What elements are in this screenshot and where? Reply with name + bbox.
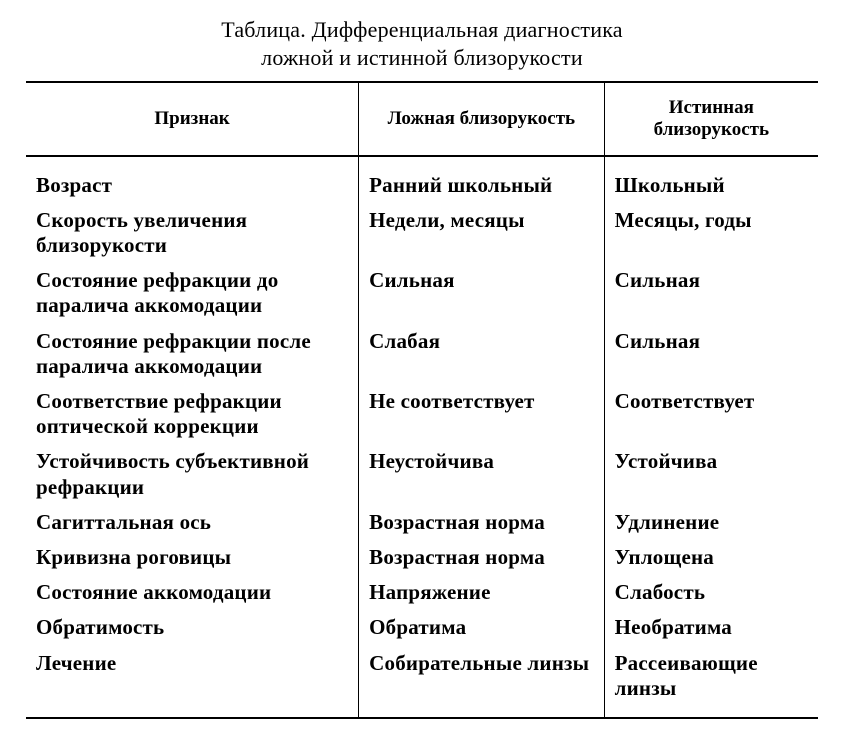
cell-sign: Состояние рефракции до паралича аккомода… <box>26 263 359 323</box>
table-row: Обратимость Обратима Необратима <box>26 610 818 645</box>
table-row: Устойчивость субъективной рефракции Неус… <box>26 444 818 504</box>
title-line-1: Таблица. Дифференциальная диагностика <box>221 17 622 42</box>
cell-false: Слабая <box>359 324 605 384</box>
table-row: Состояние рефракции после паралича акком… <box>26 324 818 384</box>
diagnosis-table: Признак Ложная близорукость Истинная бли… <box>26 81 818 719</box>
cell-false: Сильная <box>359 263 605 323</box>
cell-true: Соответствует <box>604 384 818 444</box>
table-body: Возраст Ранний школьный Школьный Скорост… <box>26 156 818 718</box>
cell-sign: Сагиттальная ось <box>26 505 359 540</box>
cell-true: Сильная <box>604 324 818 384</box>
header-false-myopia: Ложная близорукость <box>359 82 605 156</box>
cell-false: Обратима <box>359 610 605 645</box>
cell-sign: Кривизна роговицы <box>26 540 359 575</box>
cell-sign: Лечение <box>26 646 359 718</box>
cell-sign: Устойчивость субъективной рефракции <box>26 444 359 504</box>
table-title: Таблица. Дифференциальная диагностика ло… <box>26 16 818 71</box>
cell-sign: Состояние аккомодации <box>26 575 359 610</box>
cell-false: Неустойчива <box>359 444 605 504</box>
cell-sign: Состояние рефракции после паралича акком… <box>26 324 359 384</box>
table-row: Кривизна роговицы Возрастная норма Уплощ… <box>26 540 818 575</box>
cell-false: Напряжение <box>359 575 605 610</box>
cell-true: Слабость <box>604 575 818 610</box>
cell-sign: Соответствие рефракции оптической коррек… <box>26 384 359 444</box>
table-row: Лечение Собирательные линзы Рассеивающие… <box>26 646 818 718</box>
cell-true: Месяцы, годы <box>604 203 818 263</box>
cell-sign: Скорость увеличения близорукости <box>26 203 359 263</box>
cell-true: Сильная <box>604 263 818 323</box>
cell-true: Удлинение <box>604 505 818 540</box>
title-line-2: ложной и истинной близорукости <box>261 45 583 70</box>
cell-false: Не соответствует <box>359 384 605 444</box>
table-row: Возраст Ранний школьный Школьный <box>26 156 818 203</box>
table-row: Соответствие рефракции оптической коррек… <box>26 384 818 444</box>
cell-false: Собирательные линзы <box>359 646 605 718</box>
table-row: Сагиттальная ось Возрастная норма Удлине… <box>26 505 818 540</box>
table-row: Скорость увеличения близорукости Недели,… <box>26 203 818 263</box>
cell-sign: Обратимость <box>26 610 359 645</box>
cell-sign: Возраст <box>26 156 359 203</box>
table-row: Состояние аккомодации Напряжение Слабост… <box>26 575 818 610</box>
cell-true: Рассеивающие линзы <box>604 646 818 718</box>
cell-false: Возрастная норма <box>359 505 605 540</box>
cell-false: Недели, месяцы <box>359 203 605 263</box>
cell-true: Уплощена <box>604 540 818 575</box>
header-true-myopia: Истинная близорукость <box>604 82 818 156</box>
cell-true: Необратима <box>604 610 818 645</box>
cell-true: Школьный <box>604 156 818 203</box>
cell-true: Устойчива <box>604 444 818 504</box>
table-row: Состояние рефракции до паралича аккомода… <box>26 263 818 323</box>
header-sign: Признак <box>26 82 359 156</box>
cell-false: Возрастная норма <box>359 540 605 575</box>
cell-false: Ранний школьный <box>359 156 605 203</box>
table-header-row: Признак Ложная близорукость Истинная бли… <box>26 82 818 156</box>
